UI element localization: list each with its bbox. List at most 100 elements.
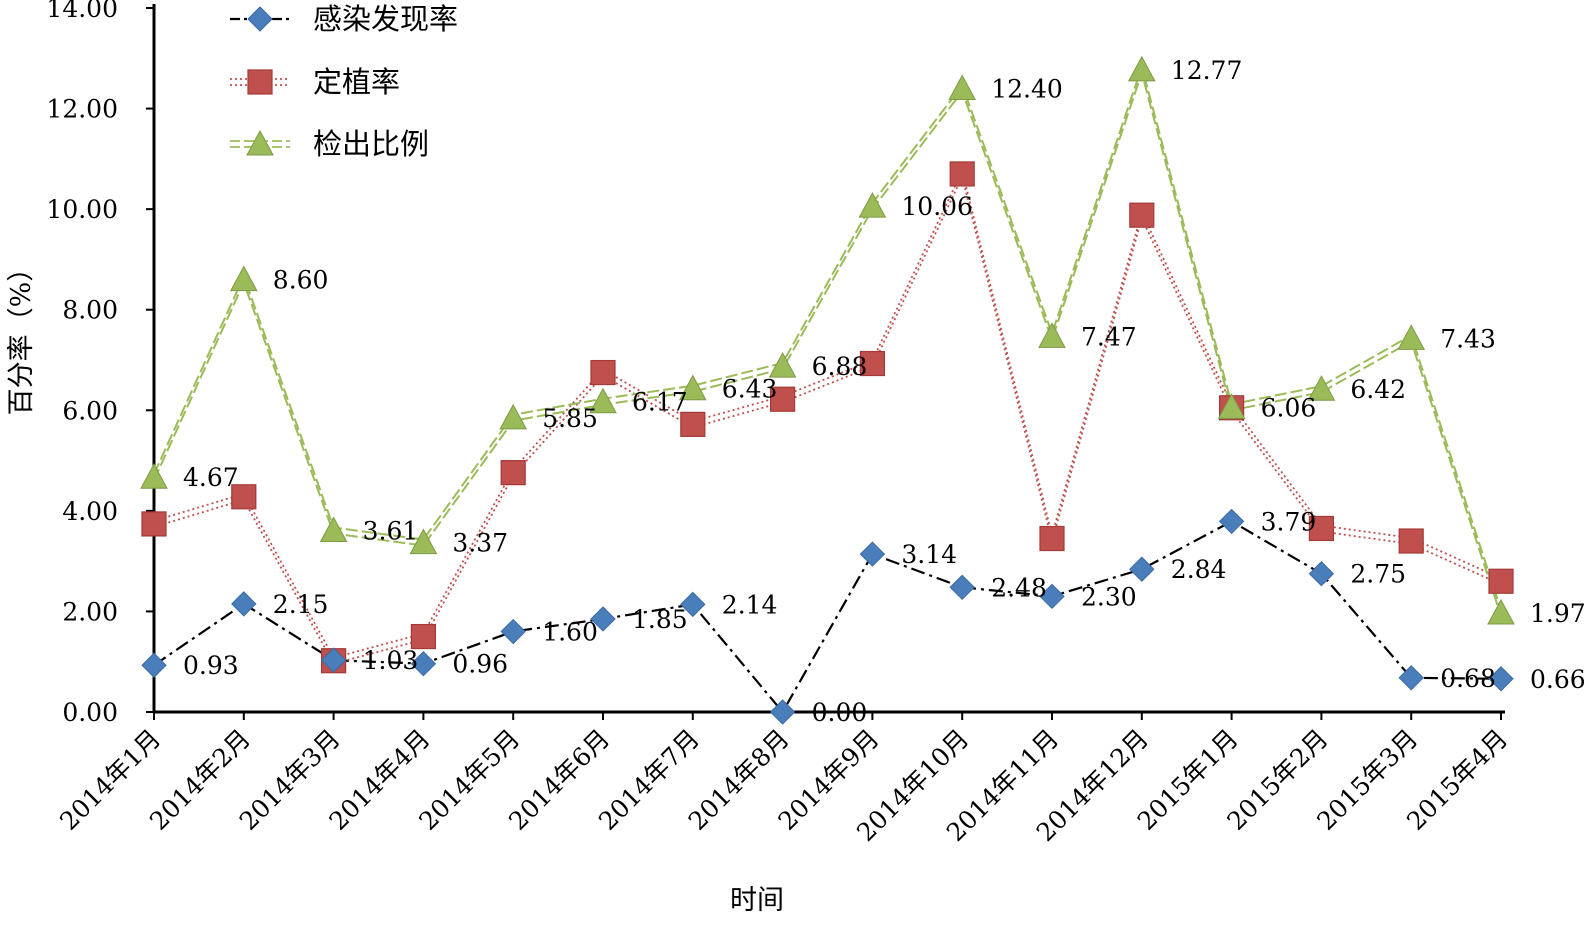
marker-infection-rate xyxy=(1218,508,1245,535)
data-label-infection-rate: 2.15 xyxy=(273,590,329,619)
data-label-infection-rate: 2.84 xyxy=(1171,555,1227,584)
data-label-infection-rate: 0.66 xyxy=(1530,665,1586,694)
series-line-infection-rate xyxy=(153,520,1502,714)
marker-detection-ratio xyxy=(589,387,617,414)
marker-detection-ratio xyxy=(319,516,348,543)
data-label-detection-ratio: 12.40 xyxy=(991,74,1063,103)
marker-detection-ratio xyxy=(858,192,887,218)
marker-colonization-rate xyxy=(1129,202,1155,228)
y-tick-label: 14.00 xyxy=(46,0,118,23)
marker-detection-ratio xyxy=(1217,393,1246,419)
data-labels: 0.93 2.15 1.03 0.96 1.60 1.85 2.14 0.00 3.14 2.48… xyxy=(183,56,1586,727)
marker-colonization-rate xyxy=(410,623,436,650)
marker-detection-ratio xyxy=(678,374,707,401)
y-tick-label: 10.00 xyxy=(46,195,118,224)
marker-infection-rate xyxy=(1398,665,1424,691)
marker-colonization-rate xyxy=(231,484,257,510)
marker-infection-rate xyxy=(410,651,437,677)
marker-infection-rate xyxy=(320,647,347,673)
marker-colonization-rate xyxy=(859,350,886,377)
marker-detection-ratio xyxy=(768,351,797,378)
legend-marker-detection-ratio xyxy=(246,129,274,156)
data-label-infection-rate: 3.79 xyxy=(1261,507,1317,536)
marker-detection-ratio xyxy=(1127,55,1156,82)
legend-marker-infection-rate xyxy=(247,6,273,32)
data-label-detection-ratio: 3.37 xyxy=(452,529,508,558)
marker-infection-rate xyxy=(949,574,975,600)
marker-detection-ratio xyxy=(1397,324,1426,350)
y-tick-label: 4.00 xyxy=(62,497,118,526)
marker-infection-rate xyxy=(1039,583,1065,610)
data-label-detection-ratio: 6.17 xyxy=(632,388,688,417)
data-label-infection-rate: 1.03 xyxy=(363,646,419,675)
data-label-detection-ratio: 5.85 xyxy=(542,404,598,433)
marker-detection-ratio xyxy=(229,265,258,292)
marker-colonization-rate xyxy=(1488,568,1514,594)
marker-detection-ratio xyxy=(948,74,977,101)
series-line-colonization-rate-lower xyxy=(153,174,1502,665)
marker-detection-ratio xyxy=(499,403,528,430)
data-label-infection-rate: 0.68 xyxy=(1440,664,1496,693)
marker-infection-rate xyxy=(1308,561,1335,587)
data-label-infection-rate: 2.48 xyxy=(991,573,1047,602)
marker-infection-rate xyxy=(141,652,167,678)
data-label-infection-rate: 3.14 xyxy=(901,540,957,569)
series-line-detection-ratio-lower xyxy=(153,69,1502,617)
marker-detection-ratio xyxy=(1038,322,1066,348)
y-tick-label: 12.00 xyxy=(46,95,118,124)
marker-colonization-rate xyxy=(590,359,616,386)
data-label-detection-ratio: 7.43 xyxy=(1440,324,1496,353)
data-label-detection-ratio: 7.47 xyxy=(1081,322,1137,351)
data-label-detection-ratio: 6.42 xyxy=(1350,375,1406,404)
marker-infection-rate xyxy=(1488,666,1514,692)
axes xyxy=(146,4,1505,720)
data-label-detection-ratio: 8.60 xyxy=(273,266,329,295)
y-tick-label: 8.00 xyxy=(62,296,118,325)
y-tick-label: 0.00 xyxy=(62,698,118,727)
marker-infection-rate xyxy=(500,618,526,645)
marker-colonization-rate xyxy=(500,460,526,486)
data-label-detection-ratio: 1.97 xyxy=(1530,599,1586,628)
data-label-infection-rate: 1.85 xyxy=(632,605,688,634)
data-label-infection-rate: 2.30 xyxy=(1081,582,1137,611)
data-label-infection-rate: 2.75 xyxy=(1350,560,1406,589)
data-label-detection-ratio: 6.06 xyxy=(1261,393,1317,422)
marker-infection-rate xyxy=(769,699,796,725)
data-label-detection-ratio: 10.06 xyxy=(901,192,973,221)
legend-label-detection-ratio: 检出比例 xyxy=(313,127,429,161)
data-label-detection-ratio: 4.67 xyxy=(183,463,239,492)
marker-colonization-rate xyxy=(769,386,796,412)
marker-detection-ratio xyxy=(409,528,438,555)
data-label-infection-rate: 0.00 xyxy=(812,698,868,727)
legend-marker-colonization-rate xyxy=(247,69,273,95)
data-label-infection-rate: 0.96 xyxy=(452,650,508,679)
data-label-infection-rate: 2.14 xyxy=(722,590,778,619)
marker-colonization-rate xyxy=(949,161,975,187)
y-axis-title: 百分率（%） xyxy=(6,255,37,416)
data-label-detection-ratio: 3.61 xyxy=(363,516,419,545)
data-label-infection-rate: 1.60 xyxy=(542,618,598,647)
marker-detection-ratio xyxy=(1307,375,1336,401)
marker-detection-ratio xyxy=(140,463,168,489)
legend-label-infection-rate: 感染发现率 xyxy=(313,2,458,36)
series-line-detection-ratio-upper xyxy=(153,63,1502,611)
marker-infection-rate xyxy=(859,541,886,567)
data-label-detection-ratio: 6.43 xyxy=(722,375,778,404)
data-label-detection-ratio: 6.88 xyxy=(812,352,868,381)
marker-infection-rate xyxy=(680,591,706,618)
series-markers xyxy=(140,55,1515,725)
marker-infection-rate xyxy=(231,591,257,617)
x-axis-title: 时间 xyxy=(730,885,784,916)
y-tick-label: 2.00 xyxy=(62,597,118,626)
marker-infection-rate xyxy=(590,606,616,632)
marker-detection-ratio xyxy=(1487,598,1515,625)
data-label-detection-ratio: 12.77 xyxy=(1171,56,1243,85)
series-lines xyxy=(153,63,1502,714)
marker-colonization-rate xyxy=(141,511,167,537)
marker-colonization-rate xyxy=(1398,528,1424,554)
marker-colonization-rate xyxy=(1308,515,1335,542)
marker-colonization-rate xyxy=(1039,525,1065,552)
